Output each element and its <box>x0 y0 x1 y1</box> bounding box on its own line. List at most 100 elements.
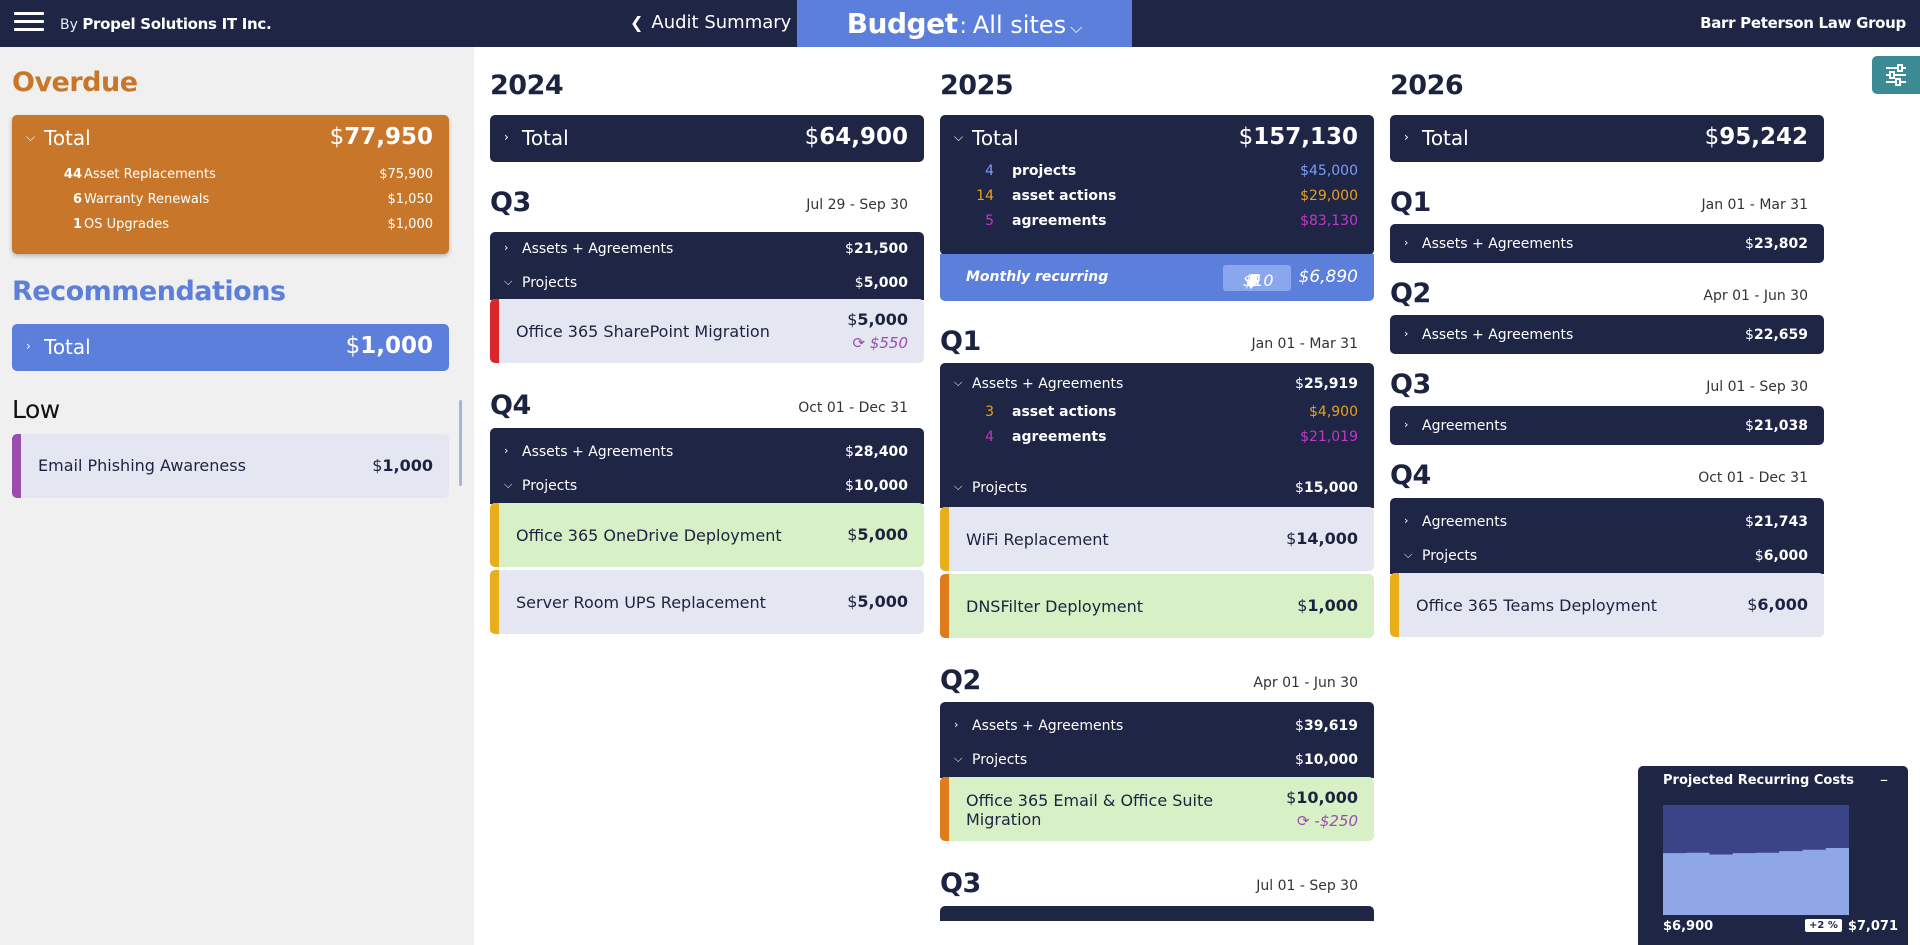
assets-agreements-row[interactable]: › Assets + Agreements $23,802 <box>1404 236 1808 252</box>
project-amount: $1,000 <box>1297 596 1358 615</box>
overdue-total-card[interactable]: ⌵ Total $77,950 44 Asset Replacements $75,… <box>12 115 449 254</box>
priority-bar <box>940 777 949 841</box>
site-selector[interactable]: Budget: All sites ⌵ <box>797 0 1132 47</box>
projects-row[interactable]: ⌵ Projects $5,000 <box>504 275 908 291</box>
project-amount: $14,000 <box>1286 529 1358 548</box>
chevron-down-icon: ⌵ <box>26 130 36 144</box>
monthly-recurring-bar[interactable]: Monthly recurring 🡇 $10 $6,890 <box>940 254 1374 301</box>
priority-bar <box>940 507 949 571</box>
byline-prefix: By <box>60 17 78 33</box>
priority-bar <box>940 574 949 638</box>
overdue-heading: Overdue <box>12 67 138 98</box>
overdue-line: 44 Asset Replacements $75,900 <box>63 167 433 182</box>
recommendation-label: Email Phishing Awareness <box>38 456 246 475</box>
project-amount: $10,000 <box>1286 788 1358 807</box>
assets-agreements-row[interactable]: › Assets + Agreements $28,400 <box>504 444 908 460</box>
priority-bar <box>1390 573 1399 637</box>
project-card[interactable]: Office 365 OneDrive Deployment $5,000 <box>490 503 924 567</box>
assets-agreements-row[interactable]: ⌵ Assets + Agreements $25,919 <box>954 376 1358 392</box>
assets-agreements-row[interactable]: › Assets + Agreements $21,500 <box>504 241 908 257</box>
chevron-right-icon: › <box>26 339 31 353</box>
projected-recurring-widget: Projected Recurring Costs – $6,900 +2 % … <box>1638 766 1908 945</box>
year-heading-2025: 2025 <box>940 70 1014 101</box>
provider-name: Propel Solutions IT Inc. <box>82 15 272 33</box>
minus-icon[interactable]: – <box>1880 770 1888 789</box>
refresh-icon: ⟳ <box>852 334 866 352</box>
breakdown-line: 4 agreements $21,019 <box>985 429 1358 445</box>
year-total-amount: $95,242 <box>1704 124 1808 150</box>
agreements-row[interactable]: › Agreements $21,038 <box>1404 418 1808 434</box>
quarter-heading: Q2 <box>1390 278 1431 309</box>
top-bar: By Propel Solutions IT Inc. ❮ Audit Summa… <box>0 0 1920 47</box>
quarter-block: › Agreements $21,743 ⌵ Projects $6,000 <box>1390 498 1824 574</box>
quarter-dates: Jan 01 - Mar 31 <box>1251 336 1358 352</box>
recommendations-total-row[interactable]: › Total $1,000 <box>12 324 449 370</box>
recommendations-total-label: Total <box>44 335 91 359</box>
chevron-right-icon: › <box>504 241 509 254</box>
scrollbar[interactable] <box>459 400 462 486</box>
priority-bar <box>12 434 21 498</box>
year-total-amount: $64,900 <box>804 124 908 150</box>
hamburger-icon[interactable] <box>14 12 44 34</box>
year-total-card-2026[interactable]: › Total $95,242 <box>1390 115 1824 162</box>
quarter-dates: Oct 01 - Dec 31 <box>1698 470 1808 486</box>
overdue-line: 6 Warranty Renewals $1,050 <box>72 192 433 207</box>
quarter-heading: Q1 <box>1390 187 1431 218</box>
project-label: Office 365 Email & Office Suite Migratio… <box>966 791 1214 829</box>
quarter-heading: Q3 <box>490 187 531 218</box>
quarter-dates: Apr 01 - Jun 30 <box>1253 675 1358 691</box>
recommendations-total-card[interactable]: › Total $1,000 <box>12 324 449 371</box>
monthly-change-badge: 🡇 $10 <box>1223 265 1291 291</box>
projects-row[interactable]: ⌵ Projects $6,000 <box>1404 548 1808 564</box>
year-total-row[interactable]: › Total $95,242 <box>1390 115 1824 161</box>
quarter-block: › Assets + Agreements $23,802 <box>1390 224 1824 263</box>
quarter-heading: Q3 <box>940 868 981 899</box>
assets-agreements-row[interactable]: › Assets + Agreements $39,619 <box>954 718 1358 734</box>
assets-agreements-row[interactable]: › Assets + Agreements $22,659 <box>1404 327 1808 343</box>
project-card[interactable]: Office 365 Teams Deployment $6,000 <box>1390 573 1824 637</box>
year-total-row[interactable]: ⌵ Total $157,130 <box>940 115 1374 161</box>
year-total-row[interactable]: › Total $64,900 <box>490 115 924 161</box>
year-total-label: Total <box>1422 126 1469 150</box>
overdue-total-row[interactable]: ⌵ Total $77,950 <box>12 115 449 161</box>
project-card[interactable]: Office 365 Email & Office Suite Migratio… <box>940 777 1374 841</box>
quarter-block: ⌵ Assets + Agreements $25,919 3 asset actio… <box>940 363 1374 508</box>
recommendation-item[interactable]: Email Phishing Awareness $1,000 <box>12 434 449 498</box>
project-card[interactable]: Office 365 SharePoint Migration $5,000 ⟳… <box>490 299 924 363</box>
chevron-down-icon: ⌵ <box>954 130 964 144</box>
project-card[interactable]: DNSFilter Deployment $1,000 <box>940 574 1374 638</box>
projects-row[interactable]: ⌵ Projects $10,000 <box>504 478 908 494</box>
chevron-down-icon: ⌵ <box>1404 548 1413 561</box>
project-card[interactable]: WiFi Replacement $14,000 <box>940 507 1374 571</box>
project-label: DNSFilter Deployment <box>966 597 1144 616</box>
quarter-dates: Apr 01 - Jun 30 <box>1703 288 1808 304</box>
projects-row[interactable]: ⌵ Projects $15,000 <box>954 480 1358 496</box>
overdue-line: 1 OS Upgrades $1,000 <box>72 217 433 232</box>
project-card[interactable]: Server Room UPS Replacement $5,000 <box>490 570 924 634</box>
quarter-block-partial <box>940 906 1374 921</box>
year-total-label: Total <box>522 126 569 150</box>
widget-title: Projected Recurring Costs <box>1663 773 1855 788</box>
recurring-cost-chart <box>1663 805 1849 915</box>
quarter-dates: Jul 29 - Sep 30 <box>806 197 908 213</box>
site-dropdown-value: All sites <box>972 11 1067 39</box>
recommendation-amount: $1,000 <box>372 456 433 475</box>
year-total-card-2024[interactable]: › Total $64,900 <box>490 115 924 162</box>
low-priority-heading: Low <box>12 395 60 424</box>
chevron-left-icon: ❮ <box>630 13 644 32</box>
client-name: Barr Peterson Law Group <box>1700 14 1906 32</box>
project-label: Server Room UPS Replacement <box>516 593 766 612</box>
agreements-row[interactable]: › Agreements $21,743 <box>1404 514 1808 530</box>
year-total-card-2025[interactable]: ⌵ Total $157,130 4 projects $45,000 14 asse… <box>940 115 1374 255</box>
chevron-right-icon: › <box>504 444 509 457</box>
audit-summary-link[interactable]: ❮ Audit Summary <box>630 12 791 33</box>
quarter-dates: Jan 01 - Mar 31 <box>1701 197 1808 213</box>
chevron-down-icon: ⌵ <box>954 376 963 389</box>
projects-row[interactable]: ⌵ Projects $10,000 <box>954 752 1358 768</box>
chevron-down-icon: ⌵ <box>504 478 513 491</box>
project-label: WiFi Replacement <box>966 530 1109 549</box>
sliders-icon[interactable] <box>1872 56 1920 94</box>
breakdown-line: 4 projects $45,000 <box>985 163 1358 179</box>
quarter-dates: Oct 01 - Dec 31 <box>798 400 908 416</box>
quarter-block: › Agreements $21,038 <box>1390 406 1824 445</box>
